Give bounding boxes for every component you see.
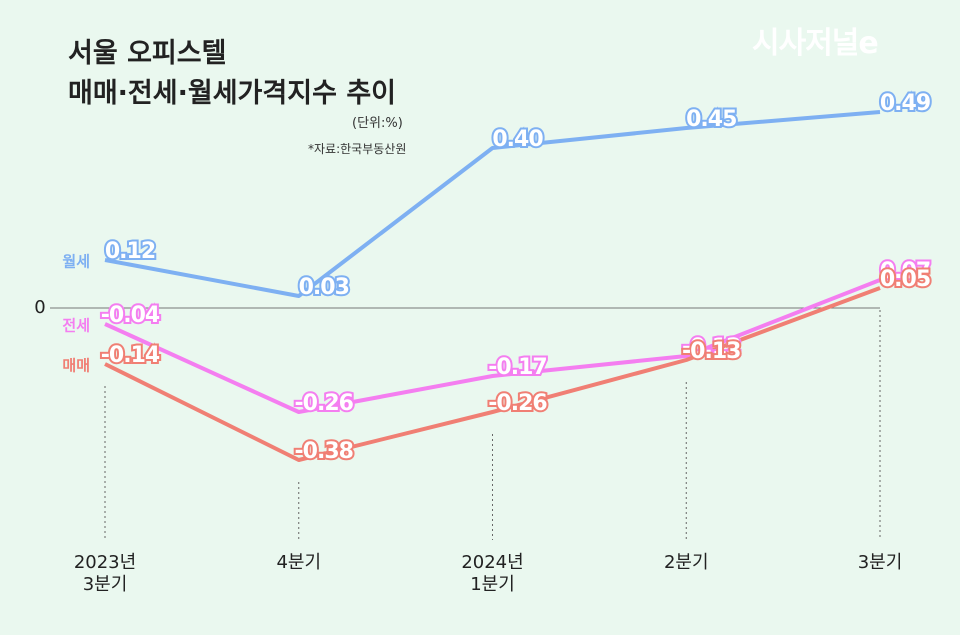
data-label: -0.12 — [682, 335, 740, 360]
x-tick-label: 3분기 — [857, 552, 903, 573]
legend-label: 매매 — [62, 357, 90, 375]
data-label: -0.13 — [682, 339, 740, 364]
y-tick-label: 0 — [34, 297, 45, 318]
data-label: 0.03 — [299, 275, 349, 300]
chart-title: 서울 오피스텔 매매·전세·월세가격지수 추이 — [68, 38, 396, 109]
data-label: 0.07 — [880, 259, 930, 284]
source: *자료:한국부동산원 — [308, 142, 407, 156]
series-line — [104, 286, 881, 462]
data-label: -0.26 — [488, 391, 547, 416]
series-line — [104, 278, 881, 414]
unit-note: (단위:%) — [352, 116, 403, 131]
legend-label: 전세 — [62, 317, 90, 335]
data-label: 0.49 — [880, 91, 930, 116]
data-label: -0.26 — [295, 391, 354, 416]
data-label: -0.04 — [101, 303, 160, 328]
data-label: -0.38 — [295, 439, 353, 464]
data-label: 0.05 — [880, 267, 930, 292]
x-tick-label: 2024년 1분기 — [461, 552, 524, 595]
legend-label: 월세 — [62, 253, 90, 271]
x-tick-label: 2023년 3분기 — [73, 552, 137, 595]
data-label: -0.17 — [488, 355, 546, 380]
x-tick-label: 2분기 — [663, 552, 709, 573]
x-tick-label: 4분기 — [276, 552, 322, 573]
logo: 시사저널e — [752, 26, 879, 61]
series-line — [104, 110, 881, 298]
data-label: 0.12 — [105, 239, 155, 264]
data-label: 0.45 — [686, 107, 736, 132]
data-label: 0.40 — [492, 127, 543, 152]
data-label: -0.14 — [101, 343, 160, 368]
